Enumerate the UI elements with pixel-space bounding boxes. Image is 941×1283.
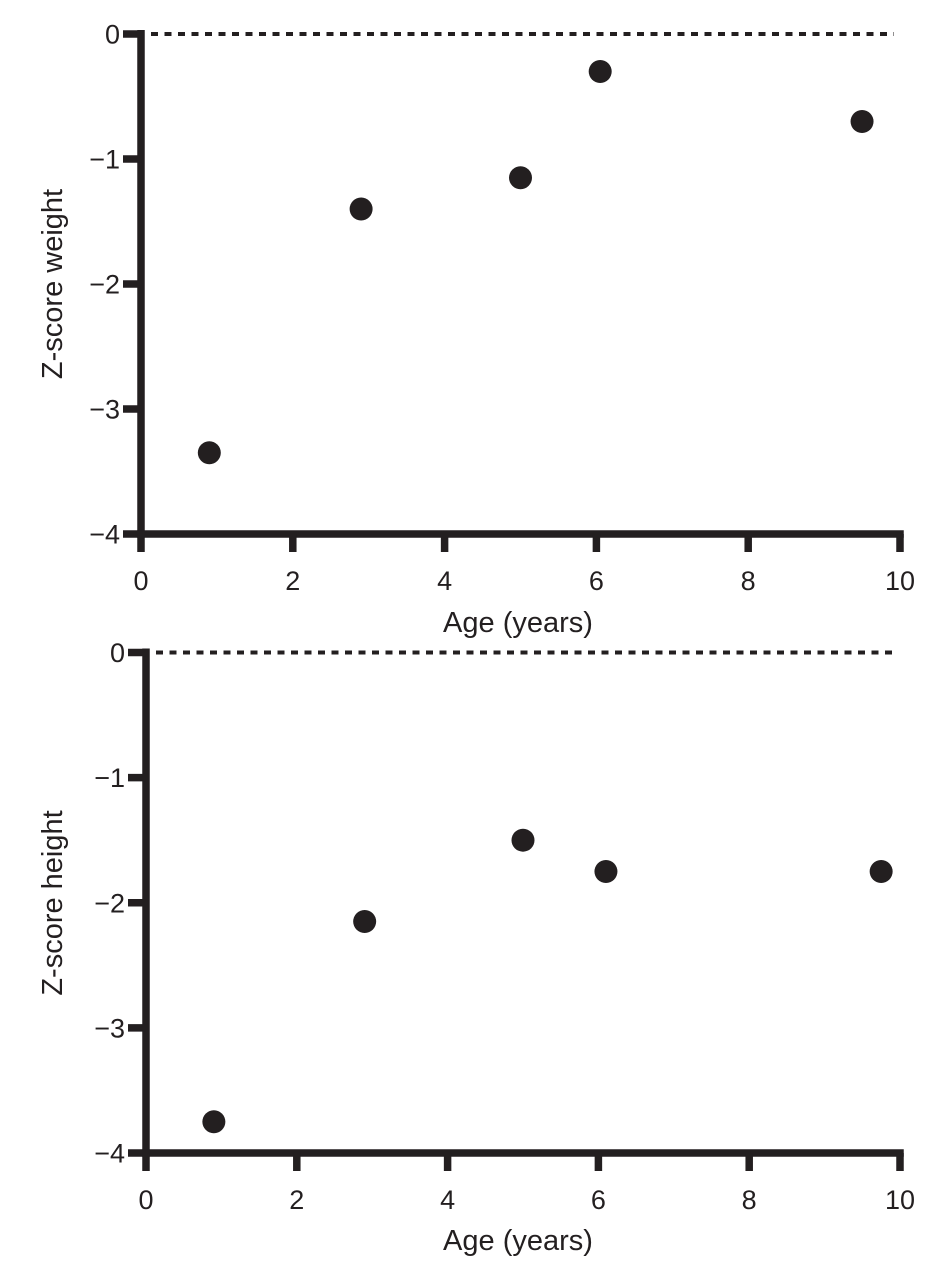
x-tick-label: 8 bbox=[741, 566, 756, 596]
y-tick-label: −1 bbox=[94, 763, 125, 793]
x-tick-label: 4 bbox=[437, 566, 452, 596]
x-tick-label: 0 bbox=[133, 566, 148, 596]
y-tick-label: 0 bbox=[105, 20, 120, 50]
data-point bbox=[202, 1110, 226, 1134]
y-tick-label: −3 bbox=[89, 395, 120, 425]
x-tick-label: 2 bbox=[289, 1185, 304, 1215]
x-tick-label: 10 bbox=[885, 566, 915, 596]
x-tick-label: 8 bbox=[742, 1185, 757, 1215]
y-tick-label: −3 bbox=[94, 1013, 125, 1043]
x-axis-label: Age (years) bbox=[443, 607, 593, 639]
x-axis-label: Age (years) bbox=[443, 1225, 593, 1257]
data-point bbox=[509, 166, 532, 190]
x-tick-label: 0 bbox=[138, 1185, 153, 1215]
y-axis-label: Z-score height bbox=[37, 810, 69, 995]
x-tick-label: 4 bbox=[440, 1185, 455, 1215]
data-point bbox=[197, 441, 221, 465]
y-tick-label: −4 bbox=[94, 1139, 125, 1169]
data-point bbox=[353, 910, 377, 934]
y-tick-label: −1 bbox=[89, 145, 120, 175]
weight-zscore-chart: 0 −1 −2 −3 −4 0 2 4 6 8 10 Z-score weight Age (yea… bbox=[37, 20, 915, 640]
y-tick-label: −4 bbox=[89, 520, 120, 550]
data-point bbox=[594, 859, 618, 883]
y-tick-label: −2 bbox=[94, 888, 125, 918]
x-tick-label: 6 bbox=[591, 1185, 606, 1215]
y-tick-label: −2 bbox=[89, 270, 120, 300]
y-tick-label: 0 bbox=[110, 638, 125, 668]
data-point bbox=[511, 828, 535, 852]
x-tick-label: 6 bbox=[589, 566, 604, 596]
x-tick-label: 10 bbox=[885, 1185, 915, 1215]
height-zscore-chart: 0 −1 −2 −3 −4 0 2 4 6 8 10 Z-score height Age (yea… bbox=[37, 638, 915, 1257]
x-tick-label: 2 bbox=[285, 566, 300, 596]
data-point bbox=[349, 197, 373, 221]
data-point bbox=[588, 60, 612, 83]
y-axis-label: Z-score weight bbox=[37, 189, 69, 379]
data-point bbox=[869, 859, 893, 883]
data-point bbox=[850, 110, 874, 133]
